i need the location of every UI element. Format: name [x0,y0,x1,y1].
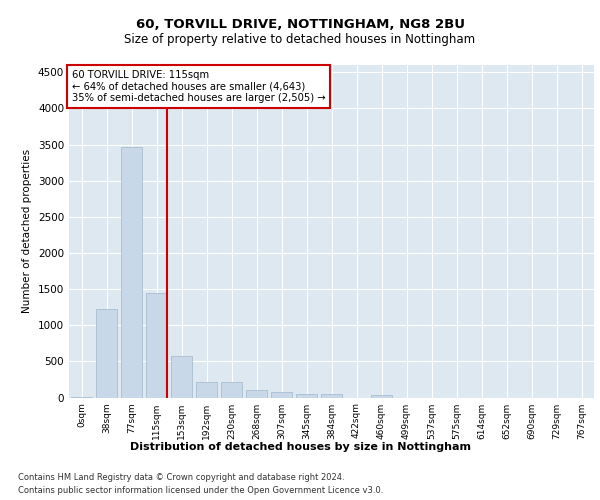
Bar [221,382,242,398]
Text: Size of property relative to detached houses in Nottingham: Size of property relative to detached ho… [124,32,476,46]
Bar [271,392,292,398]
Text: Contains public sector information licensed under the Open Government Licence v3: Contains public sector information licen… [18,486,383,495]
Bar [371,396,392,398]
Text: 60, TORVILL DRIVE, NOTTINGHAM, NG8 2BU: 60, TORVILL DRIVE, NOTTINGHAM, NG8 2BU [136,18,464,30]
Bar [146,292,167,398]
Bar [246,390,267,398]
Bar [171,356,192,398]
Text: 60 TORVILL DRIVE: 115sqm
← 64% of detached houses are smaller (4,643)
35% of sem: 60 TORVILL DRIVE: 115sqm ← 64% of detach… [71,70,325,103]
Text: Contains HM Land Registry data © Crown copyright and database right 2024.: Contains HM Land Registry data © Crown c… [18,472,344,482]
Bar [121,146,142,398]
Text: Distribution of detached houses by size in Nottingham: Distribution of detached houses by size … [130,442,470,452]
Bar [96,310,117,398]
Bar [321,394,342,398]
Y-axis label: Number of detached properties: Number of detached properties [22,149,32,314]
Bar [71,397,92,398]
Bar [296,394,317,398]
Bar [196,382,217,398]
